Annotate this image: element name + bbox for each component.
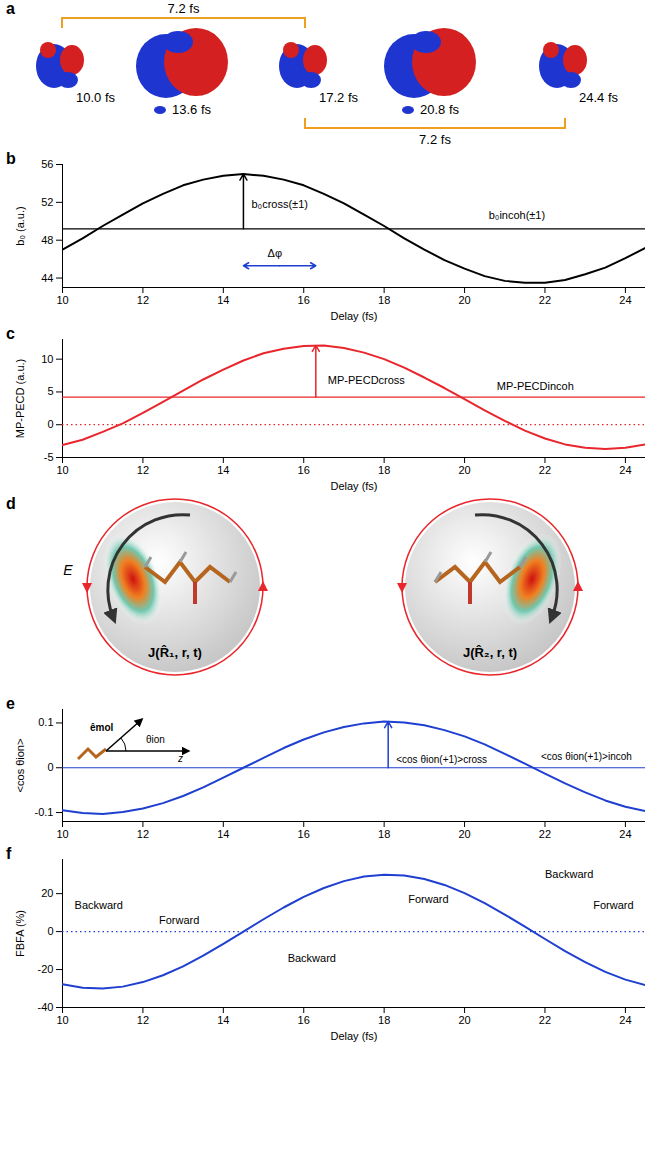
- svg-text:14: 14: [217, 828, 229, 840]
- svg-text:z: z: [177, 753, 183, 763]
- svg-text:-5: -5: [44, 451, 54, 463]
- svg-text:18: 18: [378, 828, 390, 840]
- svg-text:20: 20: [458, 464, 470, 476]
- svg-text:Backward: Backward: [288, 952, 336, 964]
- svg-text:<cos θion(+1)>cross: <cos θion(+1)>cross: [396, 754, 487, 765]
- svg-text:17.2 fs: 17.2 fs: [319, 90, 359, 105]
- svg-text:18: 18: [378, 464, 390, 476]
- svg-text:22: 22: [539, 828, 551, 840]
- svg-text:16: 16: [298, 464, 310, 476]
- svg-text:13.6 fs: 13.6 fs: [172, 102, 212, 117]
- svg-text:24: 24: [619, 294, 631, 306]
- svg-text:14: 14: [217, 464, 229, 476]
- svg-text:0.1: 0.1: [38, 716, 53, 728]
- svg-text:18: 18: [378, 294, 390, 306]
- svg-text:Forward: Forward: [408, 893, 448, 905]
- svg-text:b₀cross(±1): b₀cross(±1): [251, 198, 307, 210]
- svg-text:52: 52: [41, 196, 53, 208]
- svg-text:10: 10: [56, 1014, 68, 1026]
- svg-text:24: 24: [619, 464, 631, 476]
- svg-text:-20: -20: [38, 963, 54, 975]
- svg-text:12: 12: [137, 828, 149, 840]
- svg-text:44: 44: [41, 272, 53, 284]
- svg-text:E: E: [63, 562, 73, 578]
- svg-text:24: 24: [619, 1014, 631, 1026]
- svg-text:Backward: Backward: [545, 868, 593, 880]
- svg-text:10: 10: [41, 353, 53, 365]
- html-text:b: b: [6, 150, 16, 167]
- html-text:e: e: [6, 695, 15, 712]
- svg-text:14: 14: [217, 294, 229, 306]
- svg-text:10.0 fs: 10.0 fs: [76, 90, 116, 105]
- svg-text:θion: θion: [146, 734, 165, 745]
- html-text:f: f: [6, 845, 12, 862]
- svg-text:b₀ (a.u.): b₀ (a.u.): [14, 206, 26, 245]
- svg-text:0: 0: [47, 925, 53, 937]
- svg-text:20: 20: [41, 887, 53, 899]
- svg-text:20: 20: [458, 294, 470, 306]
- svg-text:12: 12: [137, 464, 149, 476]
- svg-text:22: 22: [539, 464, 551, 476]
- svg-text:20: 20: [458, 1014, 470, 1026]
- svg-text:Backward: Backward: [75, 899, 123, 911]
- svg-text:22: 22: [539, 294, 551, 306]
- html-text:a: a: [6, 0, 15, 17]
- svg-text:<cos θion(+1)>incoh: <cos θion(+1)>incoh: [541, 751, 632, 762]
- svg-text:Delay (fs): Delay (fs): [330, 1030, 377, 1042]
- html-text:d: d: [6, 495, 16, 512]
- svg-text:48: 48: [41, 234, 53, 246]
- svg-text:-40: -40: [38, 1001, 54, 1013]
- svg-text:18: 18: [378, 1014, 390, 1026]
- svg-text:MP-PECDcross: MP-PECDcross: [328, 374, 406, 386]
- svg-text:MP-PECDincoh: MP-PECDincoh: [497, 380, 574, 392]
- svg-text:22: 22: [539, 1014, 551, 1026]
- svg-text:7.2 fs: 7.2 fs: [168, 1, 200, 16]
- svg-text:b₀incoh(±1): b₀incoh(±1): [489, 209, 545, 221]
- svg-text:56: 56: [41, 158, 53, 170]
- svg-text:12: 12: [137, 294, 149, 306]
- svg-text:20: 20: [458, 828, 470, 840]
- svg-text:5: 5: [47, 385, 53, 397]
- svg-text:Forward: Forward: [593, 899, 633, 911]
- svg-text:16: 16: [298, 828, 310, 840]
- svg-text:24: 24: [619, 828, 631, 840]
- svg-text:êmol: êmol: [90, 722, 114, 733]
- svg-text:10: 10: [56, 294, 68, 306]
- svg-text:J(R̂₂, r, t): J(R̂₂, r, t): [463, 645, 517, 660]
- svg-text:Forward: Forward: [159, 914, 199, 926]
- svg-text:7.2 fs: 7.2 fs: [419, 132, 451, 147]
- svg-text:J(R̂₁, r, t): J(R̂₁, r, t): [148, 645, 202, 660]
- svg-text:24.4 fs: 24.4 fs: [579, 90, 619, 105]
- svg-text:<cos θion>: <cos θion>: [14, 739, 26, 793]
- svg-text:MP-PECD (a.u.): MP-PECD (a.u.): [14, 359, 26, 438]
- svg-text:10: 10: [56, 828, 68, 840]
- svg-text:16: 16: [298, 1014, 310, 1026]
- svg-text:Delay (fs): Delay (fs): [330, 480, 377, 492]
- svg-text:Δφ: Δφ: [268, 247, 282, 259]
- html-text:c: c: [6, 325, 15, 342]
- svg-text:14: 14: [217, 1014, 229, 1026]
- svg-text:10: 10: [56, 464, 68, 476]
- svg-text:Delay (fs): Delay (fs): [330, 310, 377, 322]
- svg-text:FBFA (%): FBFA (%): [14, 910, 26, 957]
- svg-text:16: 16: [298, 294, 310, 306]
- svg-text:20.8 fs: 20.8 fs: [420, 102, 460, 117]
- svg-text:12: 12: [137, 1014, 149, 1026]
- svg-text:-0.1: -0.1: [35, 806, 54, 818]
- svg-text:0: 0: [47, 761, 53, 773]
- svg-text:0: 0: [47, 418, 53, 430]
